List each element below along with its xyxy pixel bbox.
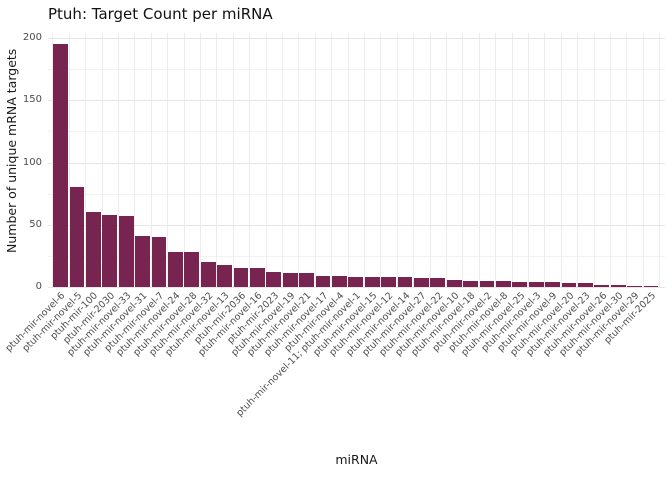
- bar: [594, 284, 610, 287]
- bar: [69, 187, 85, 287]
- gridline-v: [478, 33, 480, 287]
- gridline-v: [52, 33, 54, 287]
- gridline-v: [413, 33, 415, 287]
- gridline-v: [429, 33, 431, 287]
- bar: [610, 284, 626, 287]
- gridline-v: [232, 33, 234, 287]
- gridline-v: [265, 33, 267, 287]
- bar: [512, 282, 528, 287]
- bar: [102, 214, 118, 287]
- gridline-v: [380, 33, 382, 287]
- bar: [168, 252, 183, 287]
- y-tick-label: 200: [22, 32, 42, 43]
- bar: [627, 285, 643, 287]
- bar: [479, 280, 495, 287]
- gridline-v: [642, 33, 644, 287]
- gridline-h-minor: [48, 193, 665, 195]
- gridline-h-minor: [48, 255, 665, 257]
- gridline-v: [544, 33, 546, 287]
- gridline-h-major: [48, 38, 665, 39]
- gridline-v: [150, 33, 152, 287]
- bar: [200, 262, 216, 287]
- gridline-v: [118, 33, 119, 287]
- bar: [578, 283, 593, 287]
- gridline-v: [200, 33, 201, 287]
- gridline-v: [331, 33, 333, 287]
- gridline-v: [282, 33, 283, 287]
- gridline-v: [462, 33, 464, 287]
- gridline-v: [511, 33, 513, 287]
- bar: [233, 268, 249, 287]
- y-tick-label: 150: [22, 94, 42, 106]
- plot-panel: [48, 33, 665, 288]
- gridline-h-major: [48, 100, 665, 102]
- x-axis-title: miRNA: [335, 452, 378, 467]
- bar: [217, 264, 233, 287]
- gridline-h-minor: [48, 131, 665, 133]
- bar: [446, 279, 462, 287]
- bar: [184, 252, 200, 287]
- gridline-v: [101, 33, 103, 287]
- gridline-v: [298, 33, 300, 287]
- bar: [496, 280, 511, 287]
- bar: [266, 272, 282, 287]
- gridline-v: [134, 33, 136, 287]
- bar: [463, 280, 479, 287]
- gridline-v: [85, 33, 87, 287]
- bar: [151, 237, 167, 287]
- gridline-v: [528, 33, 529, 287]
- bar: [53, 44, 69, 287]
- bar: [414, 278, 429, 287]
- y-tick-label: 0: [35, 281, 42, 292]
- gridline-v: [446, 33, 447, 287]
- gridline-v: [495, 33, 497, 287]
- bar: [364, 277, 380, 287]
- gridline-v: [577, 33, 579, 287]
- gridline-h-minor: [48, 69, 665, 71]
- bar: [86, 212, 101, 287]
- gridline-v: [314, 33, 316, 287]
- bar: [430, 278, 446, 287]
- y-tick-label: 50: [29, 218, 42, 230]
- bar: [332, 275, 347, 287]
- bar: [348, 277, 364, 287]
- gridline-v: [610, 33, 611, 287]
- y-tick-label: 100: [22, 156, 42, 168]
- bar: [299, 273, 315, 287]
- gridline-v: [216, 33, 218, 287]
- gridline-v: [560, 33, 562, 287]
- gridline-v: [249, 33, 251, 287]
- bar: [118, 216, 134, 287]
- gridline-h-major: [48, 287, 665, 288]
- gridline-v: [167, 33, 169, 287]
- bar: [397, 277, 413, 287]
- gridline-h-major: [48, 224, 665, 226]
- bar: [135, 235, 151, 287]
- gridline-v: [659, 33, 661, 287]
- bar: [315, 275, 331, 287]
- gridline-v: [593, 33, 595, 287]
- bar: [282, 273, 298, 287]
- bar: [545, 282, 561, 287]
- gridline-v: [364, 33, 365, 287]
- bar: [528, 282, 544, 287]
- gridline-v: [68, 33, 70, 287]
- bar: [381, 277, 397, 287]
- gridline-h-major: [48, 162, 665, 164]
- bar: [643, 285, 659, 287]
- chart-title: Ptuh: Target Count per miRNA: [48, 5, 273, 23]
- bar: [250, 268, 265, 287]
- bar: [561, 283, 577, 287]
- gridline-v: [183, 33, 185, 287]
- gridline-v: [626, 33, 628, 287]
- gridline-v: [396, 33, 398, 287]
- gridline-v: [347, 33, 349, 287]
